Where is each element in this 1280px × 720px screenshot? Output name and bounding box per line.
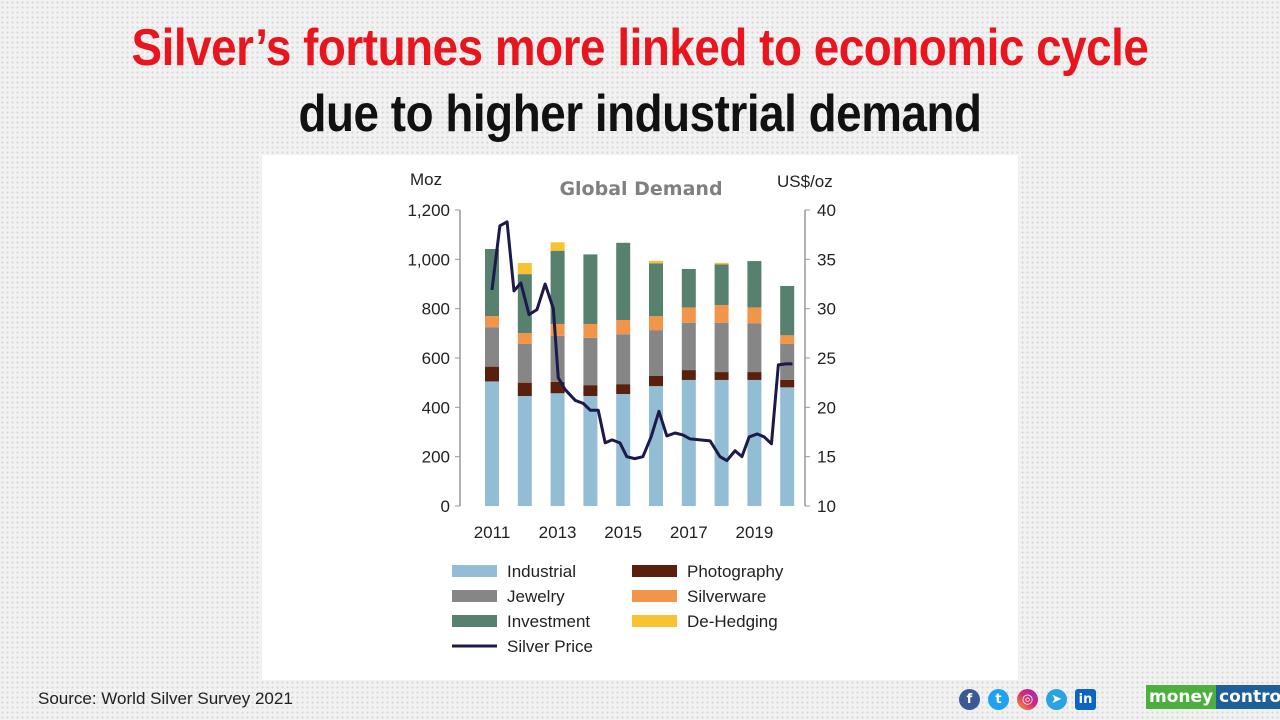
left-tick-label: 0	[441, 497, 450, 516]
x-tick-label: 2017	[670, 523, 708, 542]
bar-silverware-2014	[583, 323, 598, 338]
bar-industrial-2019	[747, 379, 762, 506]
bar-jewelry-2012	[517, 343, 532, 383]
bar-investment-2017	[681, 268, 696, 308]
left-tick-label: 800	[422, 300, 450, 319]
bar-investment-2020	[780, 285, 795, 336]
bar-photography-2019	[747, 372, 762, 380]
facebook-icon[interactable]: f	[959, 689, 980, 710]
bar-de-hedging-2018	[714, 262, 729, 265]
twitter-icon[interactable]: t	[988, 689, 1009, 710]
bar-jewelry-2014	[583, 337, 598, 386]
left-tick-label: 1,200	[407, 201, 450, 220]
bar-jewelry-2016	[649, 330, 663, 377]
legend-label-de-hedging: De-Hedging	[687, 612, 778, 631]
legend-swatch-photography	[632, 565, 677, 577]
bar-photography-2016	[649, 376, 663, 387]
bar-silverware-2020	[780, 335, 795, 344]
silver-price-line	[490, 220, 793, 463]
right-tick-label: 10	[817, 497, 836, 516]
demand-chart: 0 200 400 600 800 1,000 1,200 10 15 20 25 30 35 40 201…	[407, 170, 836, 656]
bar-photography-2011	[485, 366, 499, 382]
right-tick-label: 30	[817, 300, 836, 319]
legend-swatch-de-hedging	[632, 615, 677, 627]
bar-jewelry-2011	[485, 327, 499, 367]
bar-photography-2017	[681, 370, 696, 380]
bar-industrial-2016	[649, 386, 663, 506]
x-tick-label: 2019	[735, 523, 773, 542]
title-line-1: Silver’s fortunes more linked to economi…	[131, 19, 1149, 77]
bar-silverware-2019	[747, 307, 762, 324]
bar-de-hedging-2012	[517, 263, 532, 275]
bar-industrial-2014	[583, 395, 598, 506]
left-tick-label: 400	[422, 398, 450, 417]
logo-part-2: control	[1216, 685, 1280, 709]
bar-photography-2015	[616, 384, 631, 395]
bar-investment-2018	[714, 264, 729, 305]
bar-photography-2013	[550, 381, 565, 394]
bar-de-hedging-2013	[550, 242, 565, 251]
bar-jewelry-2019	[747, 323, 762, 373]
bar-photography-2020	[780, 379, 795, 388]
bar-industrial-2011	[485, 381, 499, 506]
bar-silverware-2013	[550, 323, 565, 336]
linkedin-icon[interactable]: in	[1075, 689, 1096, 710]
left-tick-label: 600	[422, 349, 450, 368]
bar-investment-2019	[747, 261, 762, 308]
legend-label-silver-price: Silver Price	[507, 637, 593, 656]
bar-silverware-2015	[616, 320, 631, 335]
bar-silverware-2018	[714, 304, 729, 323]
legend-label-photography: Photography	[687, 562, 784, 581]
logo-part-1: money	[1146, 685, 1217, 709]
title-line-2: due to higher industrial demand	[298, 85, 982, 143]
right-tick-label: 40	[817, 201, 836, 220]
chart-title: Global Demand	[559, 178, 722, 200]
bar-de-hedging-2016	[649, 260, 663, 264]
instagram-icon[interactable]: ◎	[1017, 689, 1038, 710]
bar-silverware-2012	[517, 333, 532, 344]
legend-swatch-investment	[452, 615, 497, 627]
legend-label-investment: Investment	[507, 612, 590, 631]
y-axis-label: Moz	[410, 170, 442, 189]
right-tick-label: 20	[817, 398, 836, 417]
legend-label-jewelry: Jewelry	[507, 587, 565, 606]
bar-investment-2015	[616, 242, 631, 321]
legend-label-industrial: Industrial	[507, 562, 576, 581]
bar-investment-2014	[583, 254, 598, 324]
y2-axis-label: US$/oz	[777, 172, 833, 191]
bar-jewelry-2017	[681, 322, 696, 371]
source-text: Source: World Silver Survey 2021	[38, 689, 293, 708]
legend-swatch-industrial	[452, 565, 497, 577]
bar-jewelry-2020	[780, 343, 795, 380]
bar-industrial-2012	[517, 395, 532, 506]
x-tick-label: 2011	[474, 523, 511, 542]
bar-jewelry-2018	[714, 322, 729, 373]
x-tick-label: 2013	[539, 523, 577, 542]
right-tick-label: 35	[817, 250, 836, 269]
chart-panel: 0 200 400 600 800 1,000 1,200 10 15 20 25 30 35 40 201…	[262, 155, 1018, 680]
right-tick-label: 25	[817, 349, 836, 368]
bar-investment-2013	[550, 250, 565, 324]
legend-swatch-jewelry	[452, 590, 497, 602]
bar-industrial-2017	[681, 379, 696, 506]
bar-industrial-2018	[714, 379, 729, 506]
bar-industrial-2020	[780, 387, 795, 506]
left-tick-label: 200	[422, 448, 450, 467]
telegram-icon[interactable]: ➤	[1046, 689, 1067, 710]
bar-silverware-2011	[485, 316, 499, 328]
legend-swatch-silverware	[632, 590, 677, 602]
bar-industrial-2013	[550, 393, 565, 506]
bar-investment-2016	[649, 263, 663, 317]
bar-silverware-2017	[681, 307, 696, 323]
moneycontrol-logo[interactable]: money control	[1146, 685, 1280, 709]
bar-photography-2018	[714, 372, 729, 380]
legend-label-silverware: Silverware	[687, 587, 766, 606]
bar-jewelry-2015	[616, 334, 631, 385]
bar-photography-2014	[583, 385, 598, 396]
right-tick-label: 15	[817, 448, 836, 467]
x-tick-label: 2015	[604, 523, 642, 542]
bar-photography-2012	[517, 382, 532, 396]
bar-silverware-2016	[649, 316, 663, 331]
left-tick-label: 1,000	[407, 250, 450, 269]
